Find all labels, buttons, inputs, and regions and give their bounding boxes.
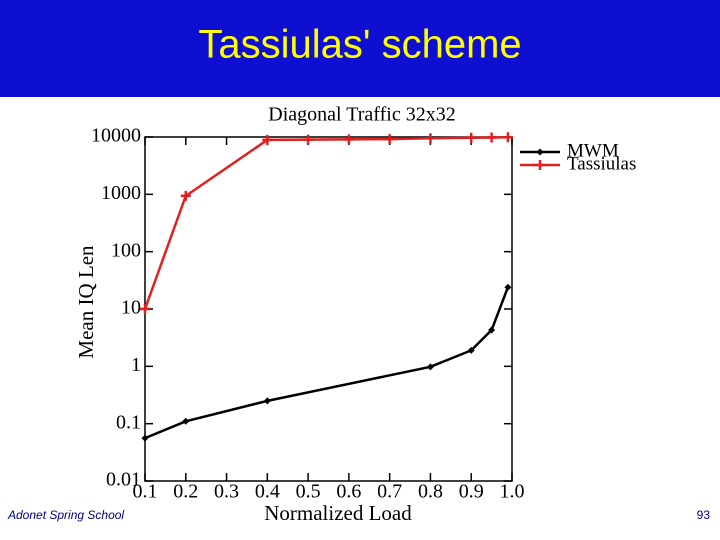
x-tick-label: 0.4 bbox=[255, 481, 280, 503]
point bbox=[384, 134, 395, 145]
plot-frame bbox=[144, 136, 513, 482]
point bbox=[303, 134, 314, 145]
point bbox=[504, 283, 512, 291]
page-number: 93 bbox=[697, 508, 711, 522]
point bbox=[486, 132, 497, 143]
chart-title: Diagonal Traffic 32x32 bbox=[268, 104, 455, 126]
x-tick-label: 0.9 bbox=[459, 481, 484, 503]
x-tick-label: 0.5 bbox=[296, 481, 321, 503]
y-tick-label: 1000 bbox=[101, 182, 141, 204]
legend-marker bbox=[536, 148, 544, 156]
point bbox=[262, 134, 273, 145]
series-line bbox=[143, 136, 508, 310]
y-axis-label: Mean IQ Len bbox=[74, 245, 98, 359]
x-tick-label: 0.6 bbox=[336, 481, 361, 503]
point bbox=[488, 326, 496, 334]
y-tick-label: 100 bbox=[111, 239, 141, 261]
point bbox=[141, 434, 149, 442]
x-tick-label: 1.0 bbox=[500, 481, 525, 503]
legend-marker bbox=[535, 160, 545, 170]
y-tick-label: 1 bbox=[131, 354, 141, 376]
point bbox=[182, 417, 190, 425]
x-axis-label: Normalized Load bbox=[264, 501, 412, 525]
point bbox=[426, 363, 434, 371]
point bbox=[467, 346, 475, 354]
point bbox=[466, 132, 477, 143]
y-tick-label: 0.1 bbox=[116, 411, 141, 433]
point bbox=[140, 304, 150, 314]
point bbox=[180, 190, 191, 201]
series-line bbox=[144, 286, 510, 440]
footer-text: Adonet Spring School bbox=[7, 508, 124, 522]
legend-label: MWM bbox=[567, 140, 619, 161]
y-tick-label: 10 bbox=[121, 297, 141, 319]
point bbox=[343, 134, 354, 145]
x-tick-label: 0.1 bbox=[133, 481, 158, 503]
x-tick-label: 0.3 bbox=[214, 481, 239, 503]
y-tick-label: 10000 bbox=[91, 125, 141, 147]
legend-label: Tassiulas bbox=[567, 153, 636, 174]
slide-title: Tassiulas' scheme bbox=[198, 23, 521, 67]
header-bar bbox=[0, 0, 720, 97]
y-tick-label: 0.01 bbox=[106, 469, 141, 491]
point bbox=[425, 133, 436, 144]
x-tick-label: 0.7 bbox=[377, 481, 402, 503]
point bbox=[263, 397, 271, 405]
point bbox=[502, 132, 513, 143]
x-tick-label: 0.2 bbox=[173, 481, 198, 503]
x-tick-label: 0.8 bbox=[418, 481, 443, 503]
